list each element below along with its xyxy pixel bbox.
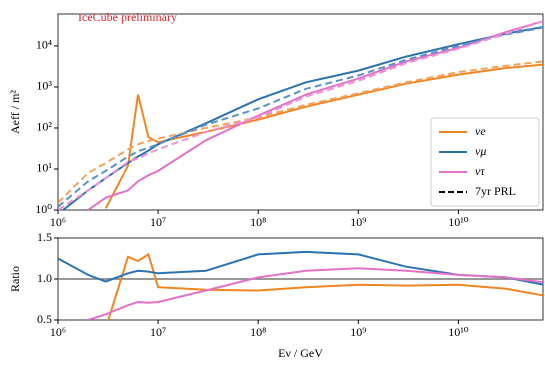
y-axis-label: Ratio (8, 266, 22, 292)
legend-label: 7yr PRL (475, 184, 516, 198)
y-tick-label: 1.0 (37, 271, 52, 285)
series-line (58, 250, 543, 286)
y-tick-label: 10⁰ (35, 202, 52, 216)
y-tick-label: 1.5 (37, 230, 52, 244)
x-tick-label: 10¹⁰ (448, 325, 469, 339)
y-tick-label: 0.5 (37, 312, 52, 326)
y-tick-label: 10⁴ (36, 38, 52, 52)
series-line (87, 267, 543, 320)
x-tick-label: 10⁷ (150, 215, 166, 229)
x-tick-label: 10⁸ (250, 215, 266, 229)
series-line (58, 60, 543, 204)
series-line (87, 20, 543, 210)
x-tick-label: 10⁸ (250, 325, 266, 339)
series-line (58, 20, 543, 210)
series-line (58, 26, 543, 208)
x-tick-label: 10⁶ (50, 215, 66, 229)
y-axis-label: Aeff / m² (8, 90, 22, 134)
x-axis-label: Eν / GeV (278, 346, 323, 360)
x-tick-label: 10⁹ (350, 325, 366, 339)
plot-frame (57, 13, 544, 211)
series-line (104, 63, 543, 209)
legend-box (430, 117, 540, 207)
annotation: IceCube preliminary (78, 10, 177, 24)
y-tick-label: 10¹ (36, 161, 52, 175)
legend-label: νμ (475, 144, 486, 158)
y-tick-label: 10³ (36, 79, 52, 93)
y-tick-label: 10² (36, 120, 52, 134)
legend-label: ντ (475, 164, 485, 178)
plot-area (58, 20, 543, 210)
series-line (107, 252, 543, 320)
legend-label: νe (475, 124, 486, 138)
x-tick-label: 10⁷ (150, 325, 166, 339)
x-tick-label: 10⁹ (350, 215, 366, 229)
x-tick-label: 10¹⁰ (448, 215, 469, 229)
x-tick-label: 10⁶ (50, 325, 66, 339)
plot-area (58, 250, 543, 320)
